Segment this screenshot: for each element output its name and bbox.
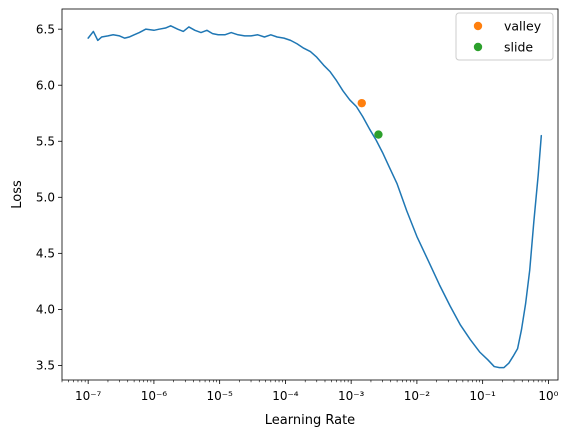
- slide-point-marker: [374, 130, 383, 139]
- x-tick-label: 10⁻⁵: [206, 389, 233, 403]
- legend-marker-slide: [473, 42, 483, 52]
- valley-point-marker: [357, 98, 366, 108]
- y-tick-label: 3.5: [36, 359, 55, 373]
- x-tick-label: 10⁻³: [338, 389, 365, 403]
- loss-series-line: [87, 25, 543, 369]
- y-tick-label: 5.0: [36, 191, 55, 205]
- plot-area: [87, 25, 543, 369]
- y-tick-label: 4.5: [36, 247, 55, 261]
- x-tick-label: 10⁻²: [404, 389, 431, 403]
- y-tick-label: 4.0: [36, 303, 55, 317]
- x-tick-label: 10⁻⁶: [141, 389, 168, 403]
- legend-label-slide: slide: [504, 40, 533, 55]
- x-tick-label: 10⁻¹: [469, 389, 496, 403]
- y-tick-label: 5.5: [36, 135, 55, 149]
- x-tick-label: 10⁰: [538, 389, 558, 403]
- axis-ticks: 10⁻⁷ 10⁻⁶ 10⁻⁵ 10⁻⁴ 10⁻³ 10⁻² 10⁻¹ 10⁰ 3.5 4.0 4.5…: [36, 22, 559, 403]
- legend: valley slide: [455, 12, 554, 61]
- y-tick-label: 6.5: [36, 22, 55, 36]
- plot-frame: [61, 8, 559, 381]
- legend-marker-valley: [473, 21, 483, 31]
- y-tick-label: 6.0: [36, 79, 55, 93]
- legend-label-valley: valley: [504, 19, 542, 34]
- x-axis-label: Learning Rate: [265, 413, 355, 428]
- y-axis-label: Loss: [10, 180, 25, 209]
- x-tick-label: 10⁻⁴: [272, 389, 299, 403]
- x-tick-label: 10⁻⁷: [75, 389, 102, 403]
